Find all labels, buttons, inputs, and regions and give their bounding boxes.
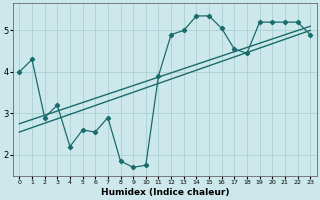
X-axis label: Humidex (Indice chaleur): Humidex (Indice chaleur) xyxy=(100,188,229,197)
